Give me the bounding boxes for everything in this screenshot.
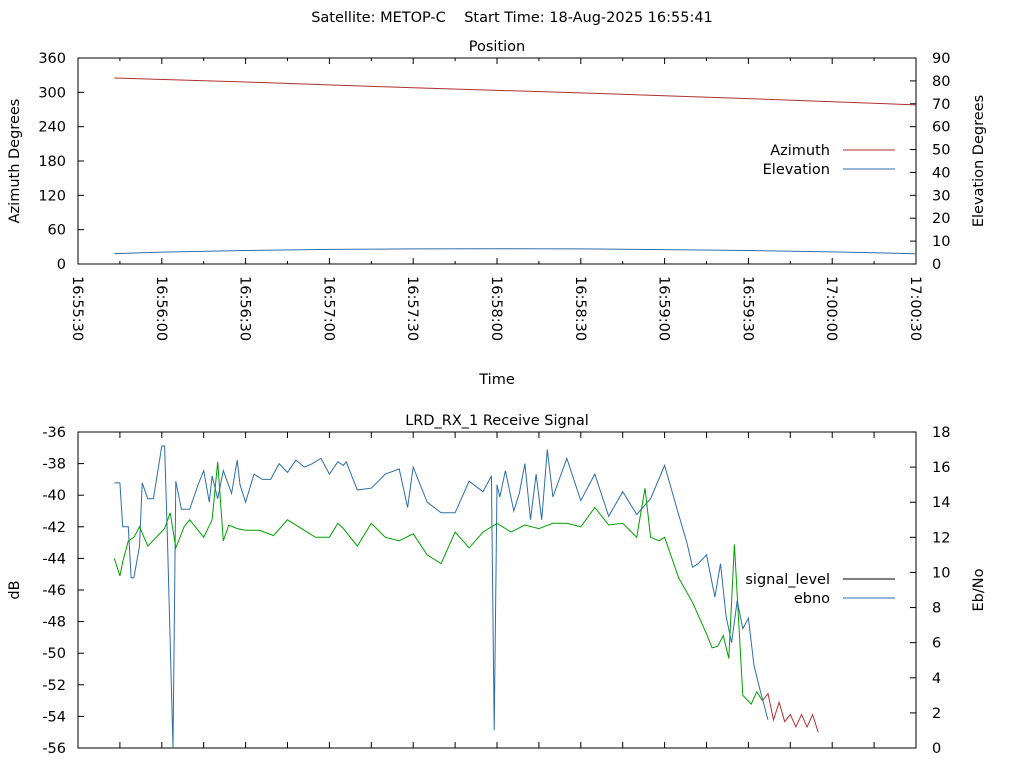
- y-tick-label: -40: [42, 488, 66, 504]
- y-tick-label: -52: [42, 678, 66, 694]
- y-tick-label: -50: [42, 646, 66, 662]
- y2-tick-label: 18: [932, 425, 950, 441]
- plot-title: LRD_RX_1 Receive Signal: [405, 413, 589, 429]
- y2-tick-label: 40: [932, 165, 950, 181]
- y2-tick-label: 8: [932, 601, 941, 617]
- y2-tick-label: 70: [932, 97, 950, 113]
- y-tick-label: 0: [57, 257, 66, 273]
- legend-label: Elevation: [763, 162, 830, 178]
- legend-label: Azimuth: [770, 143, 830, 159]
- y2-tick-label: 50: [932, 143, 950, 159]
- legend-label: signal_level: [745, 572, 830, 588]
- x-tick-label: 16:59:30: [739, 276, 755, 341]
- y2-tick-label: 16: [932, 460, 950, 476]
- y-tick-label: -42: [42, 520, 66, 536]
- y-tick-label: -54: [42, 709, 66, 725]
- x-tick-label: 17:00:30: [907, 276, 923, 341]
- y2-tick-label: 12: [932, 530, 950, 546]
- ebno-line: [114, 445, 769, 749]
- y-tick-label: 240: [38, 120, 66, 136]
- y-tick-label: -48: [42, 615, 66, 631]
- y2-tick-label: 80: [932, 74, 950, 90]
- y2-tick-label: 10: [932, 234, 950, 250]
- y2-tick-label: 60: [932, 120, 950, 136]
- azimuth-line: [114, 77, 917, 106]
- y-tick-label: 180: [38, 154, 66, 170]
- x-tick-label: 16:57:30: [404, 276, 420, 341]
- y2-tick-label: 90: [932, 51, 950, 67]
- y-axis-label: dB: [7, 580, 23, 599]
- x-tick-label: 16:57:00: [320, 276, 336, 341]
- y-tick-label: -56: [42, 741, 66, 757]
- plot-title: Position: [469, 39, 525, 55]
- y-tick-label: 120: [38, 188, 66, 204]
- x-axis-label: Time: [478, 372, 515, 388]
- series-3-line: [762, 692, 819, 733]
- y2-tick-label: 10: [932, 565, 950, 581]
- y-tick-label: 300: [38, 85, 66, 101]
- y2-tick-label: 20: [932, 211, 950, 227]
- y-tick-label: -44: [42, 551, 66, 567]
- y2-tick-label: 6: [932, 636, 941, 652]
- y-axis-label: Azimuth Degrees: [7, 99, 23, 224]
- plot-frame: [77, 57, 917, 265]
- y2-axis-label: Eb/No: [971, 568, 987, 611]
- y2-tick-label: 14: [932, 495, 950, 511]
- y2-axis-label: Elevation Degrees: [971, 95, 987, 227]
- y-tick-label: -46: [42, 583, 66, 599]
- elevation-line: [114, 248, 917, 255]
- y-tick-label: 360: [38, 51, 66, 67]
- y2-tick-label: 30: [932, 188, 950, 204]
- x-tick-label: 16:58:30: [572, 276, 588, 341]
- y-tick-label: -36: [42, 425, 66, 441]
- plot-frame: [77, 431, 917, 749]
- x-tick-label: 17:00:00: [823, 276, 839, 341]
- series-2-line: [113, 461, 763, 705]
- header-title: Satellite: METOP-C Start Time: 18-Aug-20…: [311, 10, 713, 26]
- y-tick-label: 60: [48, 223, 66, 239]
- x-tick-label: 16:59:00: [656, 276, 672, 341]
- x-tick-label: 16:56:00: [153, 276, 169, 341]
- y2-tick-label: 2: [932, 706, 941, 722]
- x-tick-label: 16:56:30: [237, 276, 253, 341]
- y2-tick-label: 0: [932, 741, 941, 757]
- y2-tick-label: 0: [932, 257, 941, 273]
- y-tick-label: -38: [42, 457, 66, 473]
- x-tick-label: 16:58:00: [488, 276, 504, 341]
- y2-tick-label: 4: [932, 671, 941, 687]
- legend-label: ebno: [794, 591, 830, 607]
- x-tick-label: 16:55:30: [69, 276, 85, 341]
